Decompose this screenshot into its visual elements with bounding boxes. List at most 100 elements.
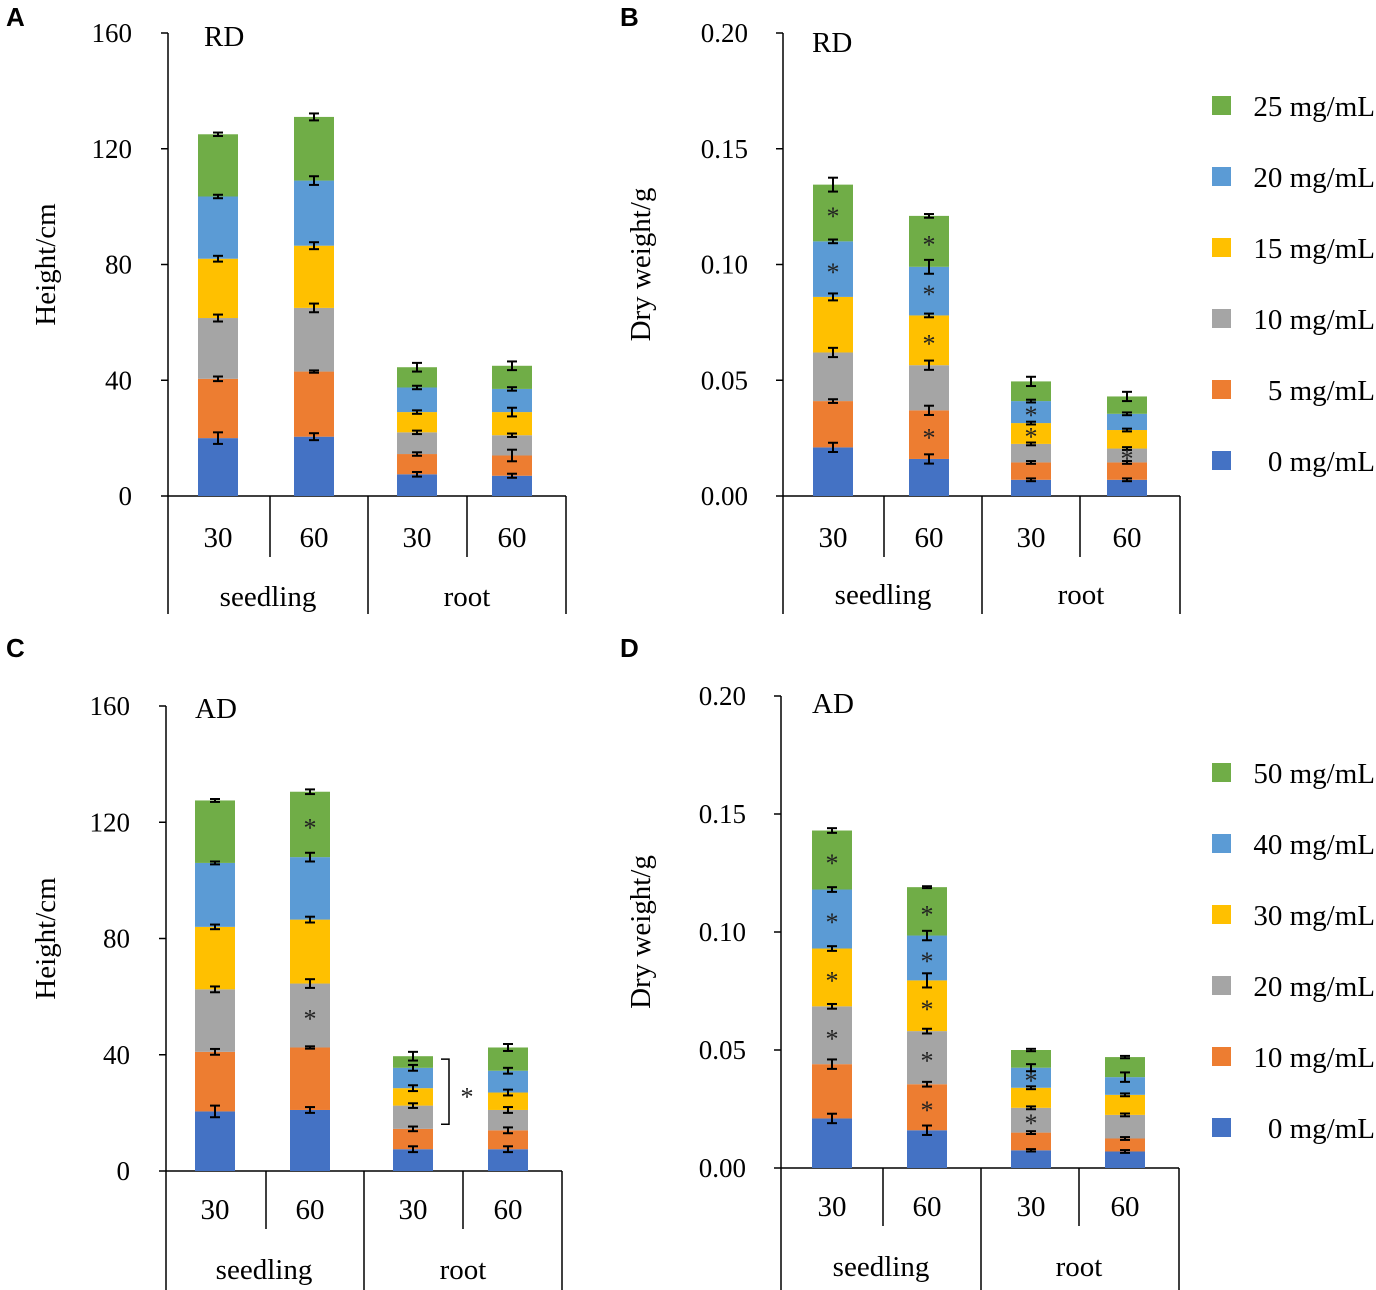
bar-segment	[294, 436, 334, 496]
x-group-label: seedling	[220, 581, 317, 613]
bar-segment	[907, 887, 947, 936]
bar-segment	[195, 800, 235, 863]
significance-mark: *	[1121, 444, 1134, 473]
legend-swatch	[1212, 167, 1231, 186]
y-tick-label: 0.10	[699, 917, 746, 947]
bar-segment	[907, 1031, 947, 1085]
legend-swatch	[1212, 905, 1231, 924]
legend-swatch	[1212, 96, 1231, 115]
bar-segment	[907, 1084, 947, 1131]
legend-label: 20 mg/mL	[1253, 971, 1375, 1003]
bar-segment	[1011, 401, 1051, 424]
panel-A: A RD 0 40 80 120 160 Height/cm 30 60 30 60 seedling r…	[6, 2, 567, 614]
bar-segment	[393, 1056, 433, 1068]
bar-segment	[907, 980, 947, 1032]
y-tick-label: 160	[92, 18, 133, 48]
bar-segment	[909, 315, 949, 366]
bar-segment	[909, 266, 949, 316]
x-group-label: root	[1056, 1251, 1103, 1283]
significance-mark: *	[304, 1005, 317, 1034]
bar-segment	[492, 412, 532, 436]
chart-title: RD	[204, 21, 244, 53]
y-tick-label: 0	[117, 1156, 131, 1186]
panel-C: C AD 0 40 80 120 160 Height/cm 30 60 30 60 seedling r…	[6, 633, 563, 1290]
bar-segment	[909, 410, 949, 459]
significance-mark: *	[923, 230, 936, 259]
y-tick-label: 0.20	[701, 18, 748, 48]
bar-segment	[488, 1047, 528, 1071]
x-tick-label: 30	[1017, 1191, 1046, 1223]
x-group-label: seedling	[835, 579, 932, 611]
bar-segment	[397, 387, 437, 413]
bar-segment	[397, 454, 437, 475]
y-tick-label: 0.10	[701, 250, 748, 280]
significance-bracket	[441, 1058, 450, 1125]
significance-mark: *	[826, 1024, 839, 1053]
bar-segment	[393, 1067, 433, 1089]
significance-mark: *	[1025, 1067, 1038, 1096]
x-tick-label: 30	[201, 1194, 230, 1226]
bar-segment	[195, 1051, 235, 1112]
bar-segment	[290, 1047, 330, 1110]
bar-segment	[198, 134, 238, 197]
x-tick-label: 60	[300, 522, 329, 554]
significance-mark: *	[921, 1096, 934, 1125]
bar-segment	[198, 258, 238, 319]
bar-segment	[813, 352, 853, 402]
significance-mark: *	[923, 280, 936, 309]
y-tick-label: 0.15	[701, 134, 748, 164]
bar-segment	[195, 989, 235, 1052]
legend-swatch	[1212, 380, 1231, 399]
x-group-label: seedling	[216, 1254, 313, 1286]
bar-segment	[1011, 1087, 1051, 1108]
bar-segment	[294, 307, 334, 372]
x-group-label: root	[444, 581, 491, 613]
legend-label: 15 mg/mL	[1253, 233, 1375, 265]
y-tick-label: 120	[92, 134, 133, 164]
x-tick-label: 60	[498, 522, 527, 554]
bar-segment	[397, 432, 437, 455]
bar-segment	[393, 1128, 433, 1150]
bar-segment	[290, 983, 330, 1048]
bar-segment	[393, 1149, 433, 1171]
bar-segment	[198, 196, 238, 259]
y-tick-label: 40	[105, 365, 132, 395]
significance-mark: *	[827, 202, 840, 231]
panel-label: C	[6, 633, 25, 663]
x-tick-label: 60	[1111, 1191, 1140, 1223]
bar-segment	[198, 378, 238, 439]
significance-mark: *	[1025, 422, 1038, 451]
legend-swatch	[1212, 238, 1231, 257]
bar-segment	[488, 1109, 528, 1131]
bar-segment	[1107, 448, 1147, 463]
bar-segment	[1107, 413, 1147, 431]
bar-segment	[813, 401, 853, 448]
bar-segment	[492, 455, 532, 476]
bar-segment	[909, 365, 949, 411]
significance-mark: *	[921, 995, 934, 1024]
bar-segment	[1105, 1151, 1145, 1168]
x-tick-label: 30	[1017, 522, 1046, 554]
legend-swatch	[1212, 834, 1231, 853]
significance-mark: *	[827, 258, 840, 287]
bar-segment	[290, 1109, 330, 1171]
y-tick-label: 0	[119, 481, 133, 511]
bar-segment	[397, 412, 437, 433]
chart-title: AD	[812, 688, 854, 720]
y-axis-label: Dry weight/g	[625, 855, 657, 1009]
bar-segment	[488, 1149, 528, 1171]
x-group-label: seedling	[833, 1251, 930, 1283]
bar-segment	[1107, 430, 1147, 449]
bar-segment	[198, 318, 238, 379]
x-group-label: root	[1058, 579, 1105, 611]
legend-swatch	[1212, 763, 1231, 782]
y-axis-label: Dry weight/g	[625, 188, 657, 342]
bar-segment	[397, 474, 437, 496]
bar-segment	[488, 1092, 528, 1110]
legend-label: 0 mg/mL	[1268, 1113, 1375, 1145]
x-tick-label: 60	[915, 522, 944, 554]
significance-mark: *	[923, 329, 936, 358]
bar-segment	[1107, 479, 1147, 496]
bar-segment	[812, 948, 852, 1007]
